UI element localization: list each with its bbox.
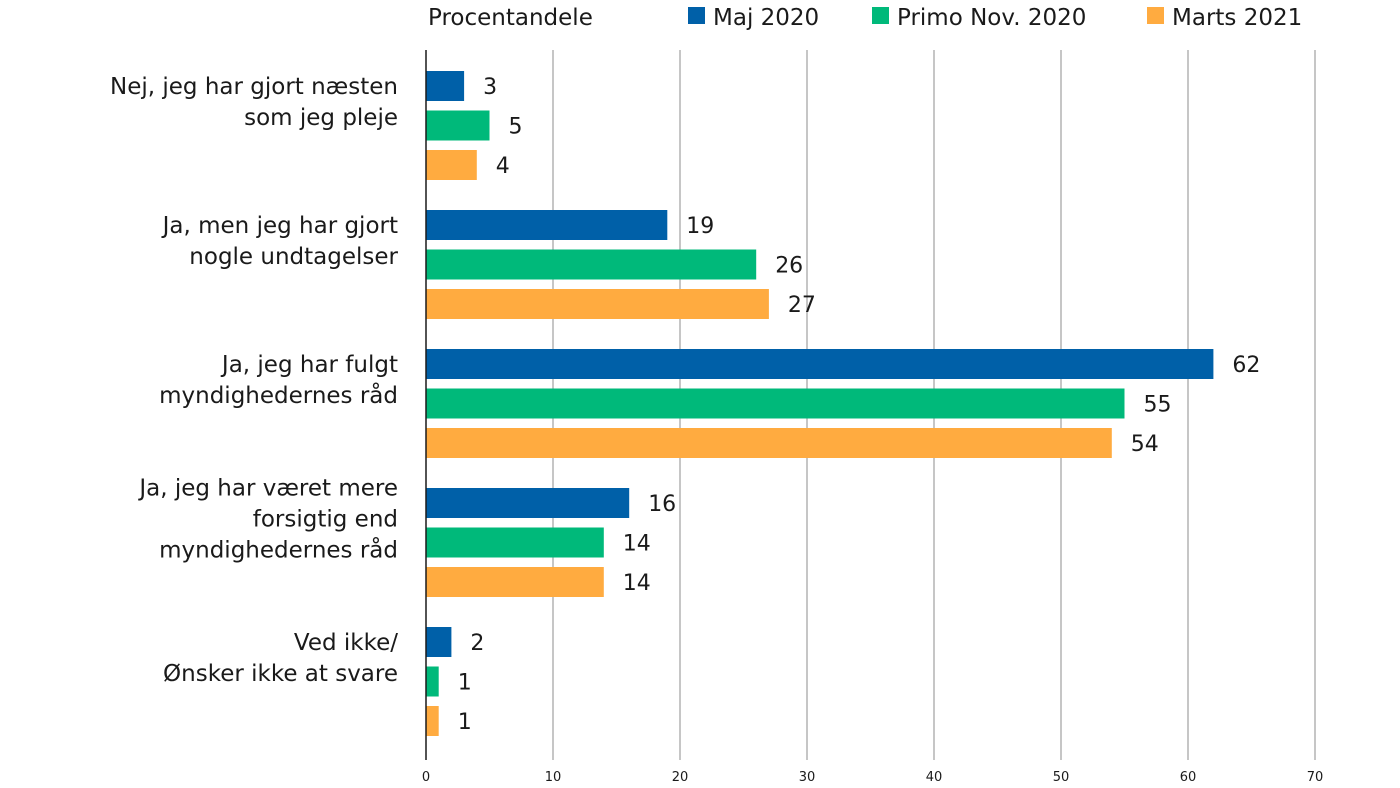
- bar-value-label: 3: [483, 75, 497, 100]
- bar: [426, 428, 1112, 458]
- bar-value-label: 19: [686, 214, 714, 239]
- x-tick-label: 10: [545, 770, 562, 785]
- bar: [426, 289, 769, 319]
- category-label-line: Ja, jeg har været mere: [137, 476, 398, 502]
- category-label-line: Ja, jeg har fulgt: [220, 352, 398, 378]
- bar: [426, 706, 439, 736]
- x-tick-label: 50: [1053, 770, 1070, 785]
- bar: [426, 627, 452, 657]
- legend: Maj 2020 Primo Nov. 2020 Marts 2021: [688, 5, 1302, 31]
- category-label-line: som jeg pleje: [244, 105, 398, 131]
- bar-value-label: 1: [458, 710, 472, 735]
- bar-value-label: 26: [775, 254, 803, 279]
- bars: [426, 71, 1214, 736]
- bar: [426, 71, 465, 101]
- bar: [426, 150, 477, 180]
- x-tick-label: 70: [1307, 770, 1324, 785]
- legend-label: Marts 2021: [1172, 5, 1302, 31]
- x-tick-label: 0: [422, 770, 430, 785]
- bar-value-label: 55: [1144, 393, 1172, 418]
- legend-label: Primo Nov. 2020: [897, 5, 1086, 31]
- bar-value-label: 2: [470, 631, 484, 656]
- bar: [426, 210, 668, 240]
- legend-label: Maj 2020: [713, 5, 819, 31]
- x-tick-label: 20: [672, 770, 689, 785]
- category-label-line: myndighedernes råd: [159, 381, 398, 409]
- bar-value-label: 62: [1232, 353, 1260, 378]
- category-label-line: Ja, men jeg har gjort: [161, 213, 398, 239]
- x-tick-label: 40: [926, 770, 943, 785]
- bar-value-label: 1: [458, 671, 472, 696]
- legend-swatch: [872, 7, 889, 24]
- category-label-line: Ønsker ikke at svare: [163, 661, 398, 687]
- bar: [426, 388, 1125, 419]
- bar: [426, 249, 757, 280]
- category-label: Nej, jeg har gjort næsten som jeg pleje: [110, 74, 398, 131]
- category-label-line: myndighedernes råd: [159, 536, 398, 564]
- bar-value-label: 14: [623, 532, 651, 557]
- category-label-line: Nej, jeg har gjort næsten: [110, 74, 398, 100]
- chart-title: Procentandele: [428, 5, 593, 31]
- x-tick-label: 60: [1180, 770, 1197, 785]
- x-axis-ticks: 0 10 20 30 40 50 60 70: [422, 770, 1323, 785]
- bar-value-label: 14: [623, 571, 651, 596]
- category-label: Ved ikke/Ønsker ikke at svare: [163, 630, 398, 687]
- bar: [426, 488, 630, 518]
- legend-swatch: [688, 7, 705, 24]
- category-label-line: forsigtig end: [253, 507, 398, 533]
- bar-value-label: 27: [788, 293, 816, 318]
- x-tick-label: 30: [799, 770, 816, 785]
- category-label: Ja, jeg har fulgt myndighedernes råd: [159, 352, 398, 409]
- category-label-line: Ved ikke/: [294, 630, 398, 656]
- bar: [426, 349, 1214, 379]
- bar: [426, 110, 490, 141]
- bar: [426, 567, 604, 597]
- bar-value-label: 16: [648, 492, 676, 517]
- bar: [426, 527, 604, 558]
- bar-value-label: 4: [496, 154, 510, 179]
- bar-value-label: 5: [509, 115, 523, 140]
- category-label: Ja, men jeg har gjort nogle undtagelser: [161, 213, 399, 270]
- category-label-line: nogle undtagelser: [189, 244, 398, 270]
- category-labels: Nej, jeg har gjort næsten som jeg pleje Ja…: [110, 74, 399, 687]
- legend-swatch: [1147, 7, 1164, 24]
- bar-value-label: 54: [1131, 432, 1159, 457]
- bar: [426, 666, 439, 697]
- category-label: Ja, jeg har været mere forsigtig end myndi…: [137, 476, 398, 564]
